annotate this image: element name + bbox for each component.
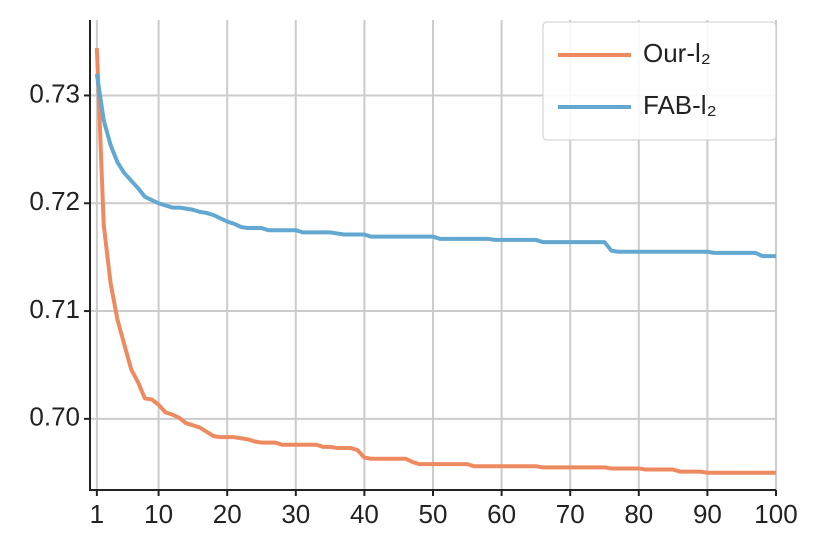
x-tick-label: 60 xyxy=(487,499,516,529)
x-tick-label: 1 xyxy=(90,499,104,529)
x-tick-label: 40 xyxy=(350,499,379,529)
y-tick-label: 0.71 xyxy=(29,294,80,324)
legend-box xyxy=(542,21,777,141)
x-tick-label: 20 xyxy=(213,499,242,529)
y-tick-label: 0.72 xyxy=(29,186,80,216)
x-tick-label: 100 xyxy=(754,499,797,529)
x-tick-label: 10 xyxy=(144,499,173,529)
data-line xyxy=(94,47,776,475)
y-tick-label: 0.73 xyxy=(29,78,80,108)
x-tick-label: 80 xyxy=(624,499,653,529)
y-tick-label: 0.70 xyxy=(29,402,80,432)
legend-label: Our-l₂ xyxy=(643,38,711,68)
x-tick-label: 70 xyxy=(556,499,585,529)
x-tick-label: 30 xyxy=(281,499,310,529)
data-line xyxy=(94,73,776,259)
x-tick-label: 50 xyxy=(419,499,448,529)
legend-label: FAB-l₂ xyxy=(643,90,717,120)
x-tick-label: 90 xyxy=(693,499,722,529)
